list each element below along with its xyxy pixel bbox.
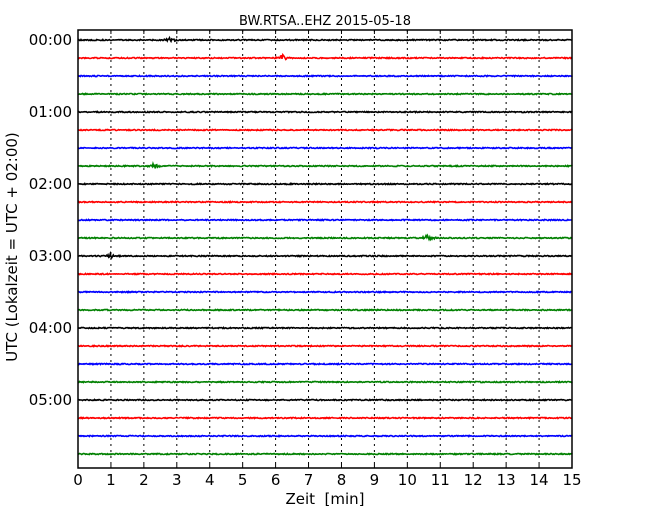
x-tick-label: 6 [271,471,281,489]
x-tick-label: 3 [172,471,182,489]
seismic-trace [78,35,573,44]
y-axis: 00:00 01:00 02:00 03:00 04:00 05:00 [29,31,572,409]
x-tick-label: 7 [304,471,314,489]
x-tick-label: 10 [398,471,417,489]
seismic-trace [77,128,573,132]
x-tick-label: 14 [530,471,549,489]
seismic-trace [77,362,573,366]
x-tick-label: 12 [464,471,483,489]
x-tick-label: 0 [73,471,83,489]
seismic-trace [77,398,573,402]
y-tick-label: 03:00 [29,247,72,265]
x-tick-label: 15 [562,471,581,489]
seismic-trace [77,233,573,242]
x-tick-label: 1 [106,471,116,489]
seismic-trace [77,92,573,96]
chart-title: BW.RTSA..EHZ 2015-05-18 [239,14,411,29]
seismic-trace [77,326,573,330]
seismic-trace [77,452,573,456]
seismic-trace [77,182,573,186]
seismic-trace [78,344,573,348]
seismic-trace [77,52,573,61]
seismic-trace [77,218,573,222]
seismic-trace [77,308,573,312]
grid [110,30,540,468]
y-tick-label: 01:00 [29,103,72,121]
plot-frame [77,29,573,469]
y-tick-label: 05:00 [29,391,72,409]
seismic-trace [77,160,573,169]
y-tick-label: 02:00 [29,175,72,193]
y-tick-label: 00:00 [29,31,72,49]
y-axis-label: UTC (Lokalzeit = UTC + 02:00) [3,132,21,362]
x-tick-label: 9 [370,471,380,489]
seismic-trace [77,74,573,78]
seismic-trace [78,380,573,384]
seismic-trace [77,200,573,204]
x-tick-label: 8 [337,471,347,489]
seismic-trace [77,272,573,276]
x-tick-label: 2 [139,471,149,489]
x-axis: 0 1 2 3 4 5 6 7 8 9 10 11 12 13 14 15 [73,30,582,489]
x-tick-label: 5 [238,471,248,489]
seismic-trace [77,416,573,420]
x-tick-label: 13 [497,471,516,489]
seismic-trace [78,250,573,260]
seismic-trace [77,290,573,294]
seismic-trace [78,110,573,114]
seismic-trace [77,146,573,150]
traces [77,35,573,456]
x-tick-label: 11 [431,471,450,489]
y-tick-label: 04:00 [29,319,72,337]
x-axis-label: Zeit [min] [285,490,364,508]
x-tick-label: 4 [205,471,215,489]
seismic-trace [77,434,573,438]
